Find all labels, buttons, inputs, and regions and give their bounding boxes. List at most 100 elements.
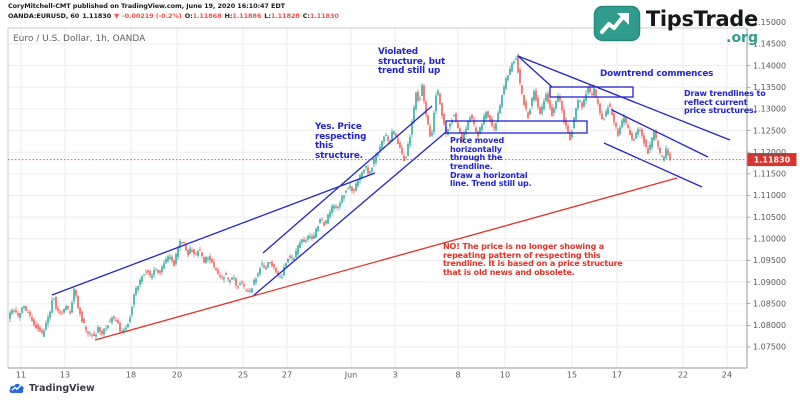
channel-steep-lower[interactable] <box>252 131 447 297</box>
candle <box>521 85 523 94</box>
candle <box>395 133 397 137</box>
candle <box>249 290 251 292</box>
candle <box>435 95 437 111</box>
candle <box>339 202 341 207</box>
candle <box>369 171 371 174</box>
downtrend-line-1[interactable] <box>517 55 731 141</box>
candle <box>553 108 555 113</box>
trendline-primary-up[interactable] <box>51 172 376 296</box>
candle <box>49 311 51 318</box>
time-tick-label: 8 <box>455 371 460 380</box>
candle <box>399 142 401 148</box>
candle <box>591 93 593 95</box>
candle <box>365 165 367 168</box>
trendline-obsolete-red[interactable] <box>94 177 678 341</box>
candle <box>663 156 665 161</box>
candle <box>41 330 43 333</box>
candle <box>113 316 115 319</box>
candle <box>195 253 197 254</box>
candle <box>133 294 135 305</box>
candle <box>531 98 533 106</box>
channel-steep-upper[interactable] <box>262 105 433 254</box>
tradingview-watermark[interactable]: TradingView <box>8 382 95 394</box>
close-value: 1.11830 <box>309 12 339 20</box>
candle <box>457 122 459 129</box>
price-tick-label: 1.15000 <box>753 18 786 27</box>
candle <box>533 91 535 101</box>
candle <box>455 113 457 121</box>
candle <box>275 267 277 272</box>
candle <box>107 325 109 328</box>
candle <box>623 116 625 123</box>
candle <box>201 252 203 256</box>
price-tick-label: 1.13500 <box>753 83 786 92</box>
candle <box>431 132 433 136</box>
candle <box>105 328 107 330</box>
price-tick-label: 1.08000 <box>753 321 786 330</box>
candle <box>287 258 289 263</box>
downtrend-line-3[interactable] <box>603 142 703 188</box>
candle <box>101 331 103 334</box>
quote-line: OANDA:EURUSD, 60 1.11830 ▼ -0.00219 (-0.2%)… <box>8 12 342 20</box>
candle <box>489 115 491 122</box>
candle <box>163 263 165 269</box>
candle <box>387 136 389 141</box>
candle <box>363 169 365 173</box>
chart-plot-area[interactable] <box>8 28 747 368</box>
candle <box>637 129 639 135</box>
candle <box>115 320 117 321</box>
candle <box>575 107 577 120</box>
candle <box>311 236 313 239</box>
candle <box>525 102 527 109</box>
low-label: L: <box>264 12 271 20</box>
candle <box>67 306 69 309</box>
candle <box>473 119 475 125</box>
candle <box>393 131 395 134</box>
candle <box>377 152 379 157</box>
candle <box>187 250 189 256</box>
candle <box>109 320 111 322</box>
candle <box>73 288 75 301</box>
symbol-timeframe: OANDA:EURUSD, 60 <box>8 12 80 20</box>
peak-line-left[interactable] <box>517 55 553 88</box>
candle <box>259 268 261 274</box>
box-downtrend-zone[interactable] <box>549 86 634 98</box>
candle <box>155 268 157 270</box>
candle <box>391 131 393 141</box>
candle <box>341 196 343 203</box>
candle <box>375 154 377 163</box>
candle <box>319 218 321 223</box>
candle <box>483 115 485 125</box>
downtrend-line-2[interactable] <box>611 109 709 158</box>
candle <box>669 154 671 160</box>
time-tick-label: 13 <box>60 371 70 380</box>
candle <box>77 296 79 308</box>
candle <box>581 102 583 108</box>
candle <box>93 333 95 336</box>
candle <box>323 221 325 226</box>
price-axis[interactable] <box>747 28 800 368</box>
candle <box>667 149 669 155</box>
candle <box>57 308 59 311</box>
candle <box>229 280 231 283</box>
candle <box>547 93 549 103</box>
candle <box>515 58 517 60</box>
candle <box>549 100 551 108</box>
candle <box>539 107 541 114</box>
candle <box>465 128 467 135</box>
candle <box>289 256 291 258</box>
candle <box>467 121 469 130</box>
candle <box>81 311 83 322</box>
candle <box>123 329 125 332</box>
candle <box>517 55 519 73</box>
time-axis[interactable] <box>8 368 747 382</box>
candle <box>97 327 99 333</box>
candle <box>309 236 311 238</box>
candle <box>297 245 299 254</box>
candle <box>353 188 355 191</box>
box-horizontal-move[interactable] <box>445 120 588 134</box>
candle <box>551 107 553 116</box>
candle <box>481 124 483 130</box>
